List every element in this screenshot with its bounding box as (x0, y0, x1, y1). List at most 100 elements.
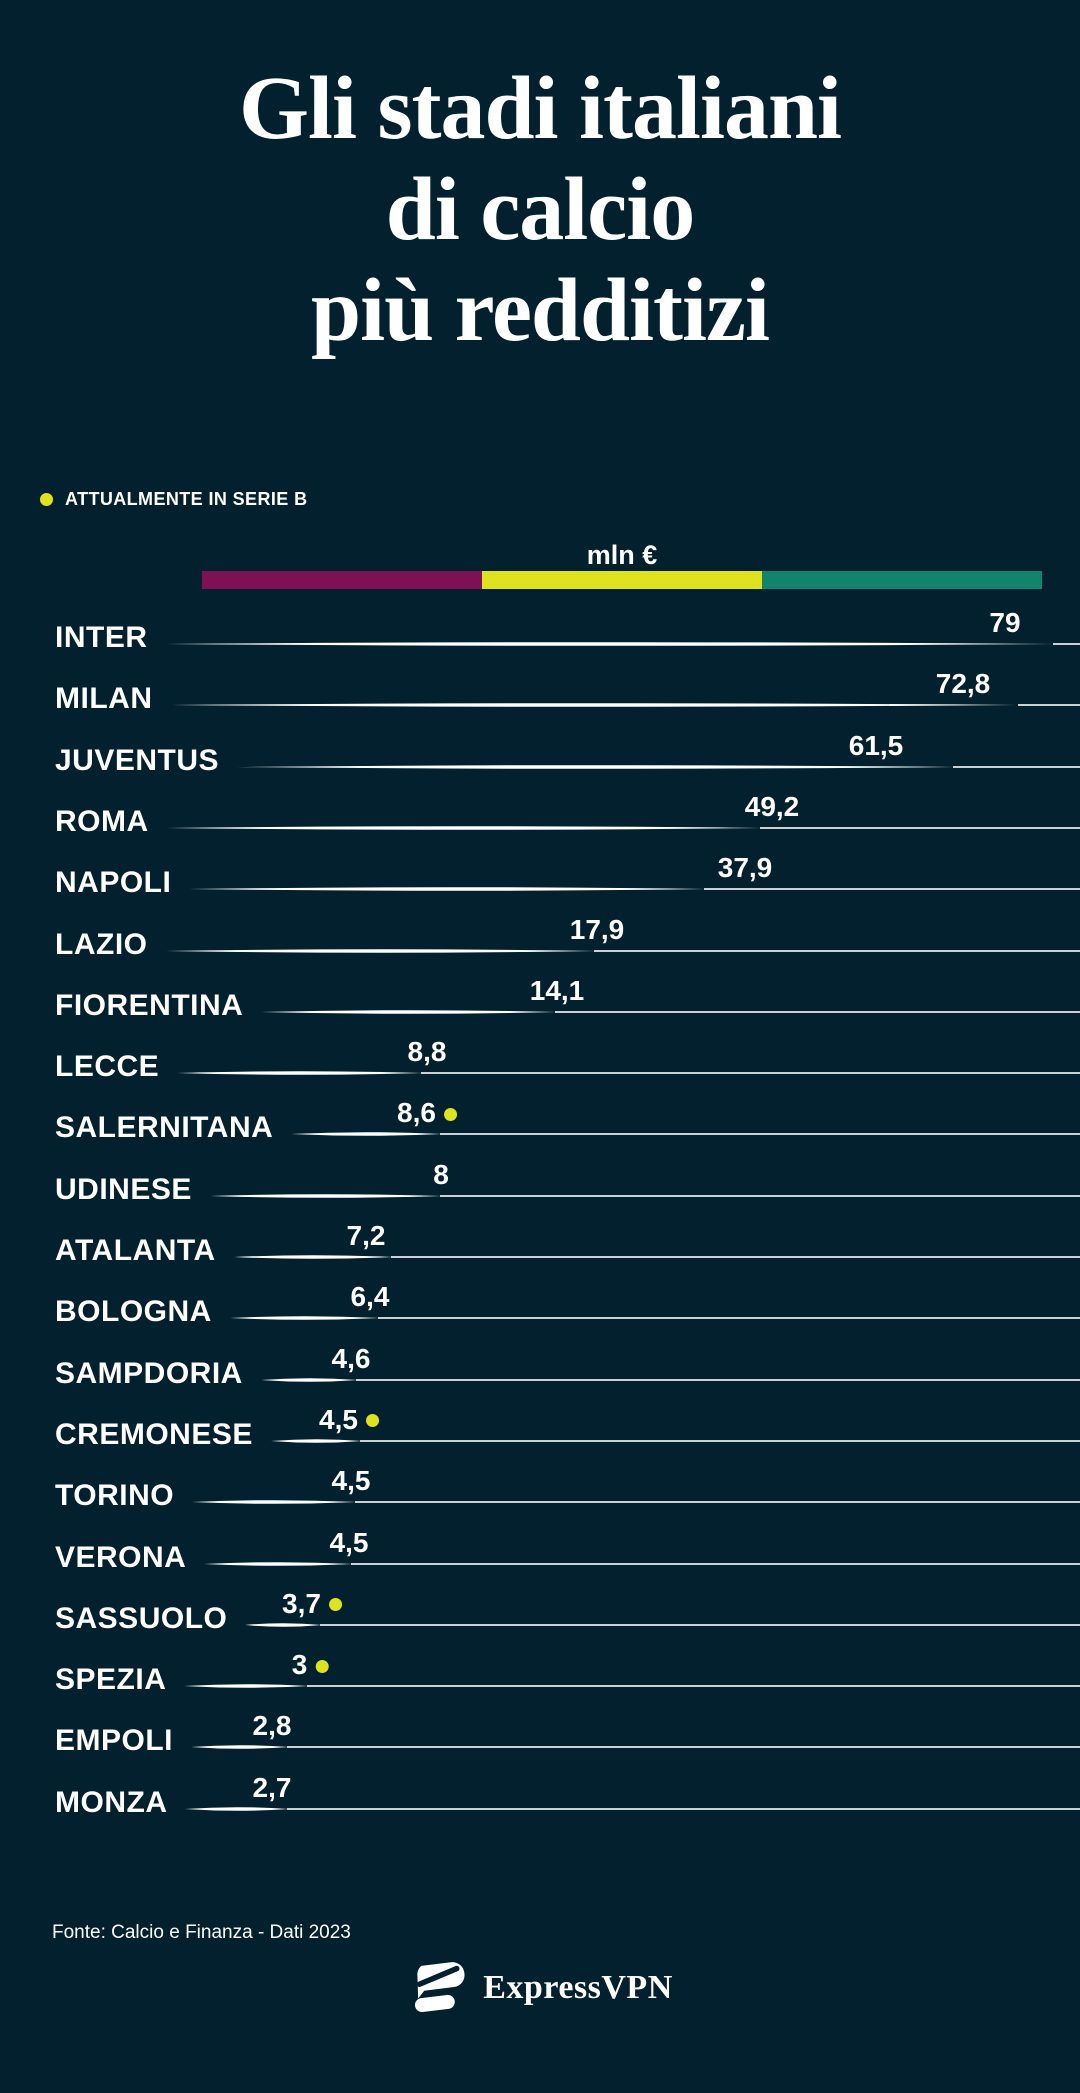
team-label: SAMPDORIA (55, 1356, 243, 1390)
value-text: 17,9 (569, 913, 625, 945)
value-text: 14,1 (529, 974, 585, 1006)
value-label: 8,6 (397, 1097, 457, 1129)
value-line (291, 1132, 1080, 1137)
wedge-shape (261, 1009, 557, 1014)
value-label: 2,8 (253, 1710, 292, 1742)
hairline (391, 1256, 1080, 1258)
color-bar-segment (202, 571, 482, 589)
wedge-shape (166, 642, 1055, 646)
team-label: LAZIO (55, 927, 148, 961)
value-line (245, 1622, 1080, 1627)
team-label: ATALANTA (55, 1234, 216, 1267)
serie-b-dot-icon (443, 1107, 457, 1121)
value-text: 6,4 (350, 1281, 390, 1313)
value-text: 8 (433, 1158, 449, 1190)
team-label: LECCE (55, 1050, 160, 1084)
hairline (360, 1439, 1080, 1442)
value-label: 37,9 (718, 852, 773, 884)
team-label: EMPOLI (55, 1724, 174, 1758)
value-label: 17,9 (570, 914, 625, 946)
brand-footer: ExpressVPN (0, 1960, 1080, 2016)
team-label: SPEZIA (55, 1663, 167, 1697)
wedge-shape (185, 1806, 289, 1811)
value-line (184, 1684, 1080, 1688)
value-line (210, 1193, 1080, 1198)
value-text: 4,5 (331, 1465, 371, 1497)
value-label: 49,2 (745, 791, 800, 823)
value-label: 72,8 (936, 668, 991, 700)
value-label: 3 (292, 1649, 329, 1681)
value-label: 4,6 (332, 1343, 371, 1375)
value-label: 14,1 (530, 975, 585, 1007)
hairline (555, 1010, 1080, 1013)
team-label: NAPOLI (55, 866, 172, 900)
value-line (234, 1255, 1080, 1259)
title-line-2: di calcio (385, 160, 695, 259)
wedge-shape (177, 1071, 423, 1075)
serie-b-dot-icon (315, 1659, 329, 1673)
value-label: 2,7 (253, 1772, 292, 1804)
value-line (192, 1500, 1080, 1504)
hairline (355, 1501, 1080, 1504)
value-line (261, 1009, 1080, 1014)
value-text: 2,8 (252, 1710, 292, 1742)
hairline (953, 765, 1080, 768)
value-line (167, 826, 1080, 830)
brand-name: ExpressVPN (483, 1969, 673, 2006)
team-label: INTER (55, 621, 148, 654)
value-text: 4,6 (331, 1342, 371, 1374)
value-text: 3 (291, 1649, 308, 1681)
wedge-shape (167, 826, 762, 830)
wedge-shape (245, 1622, 322, 1627)
hairline (320, 1623, 1080, 1626)
team-label: JUVENTUS (55, 743, 220, 777)
team-label: FIORENTINA (55, 988, 244, 1022)
wedge-shape (271, 1439, 362, 1443)
value-text: 72,8 (935, 668, 991, 700)
wedge-shape (234, 1255, 393, 1259)
value-label: 3,7 (282, 1588, 342, 1620)
value-text: 4,5 (319, 1403, 358, 1435)
value-label: 7,2 (347, 1220, 386, 1252)
wedge-shape (237, 764, 955, 769)
hairline (287, 1807, 1080, 1810)
value-text: 37,9 (717, 852, 773, 884)
team-label: MILAN (55, 682, 153, 716)
serie-b-dot-icon (365, 1414, 379, 1428)
color-bar (202, 571, 1042, 589)
team-label: TORINO (55, 1479, 175, 1513)
value-label: 4,5 (330, 1527, 369, 1559)
value-label: 8,8 (408, 1036, 447, 1068)
value-line (166, 948, 1080, 953)
value-label: 61,5 (849, 730, 904, 762)
hairline (760, 826, 1080, 829)
wedge-shape (291, 1132, 442, 1137)
value-line (271, 1439, 1080, 1443)
value-text: 4,5 (329, 1526, 369, 1558)
color-bar-segment (482, 571, 762, 589)
value-text: 79 (989, 607, 1021, 638)
hairline (440, 1133, 1080, 1136)
value-line (185, 1806, 1080, 1811)
value-text: 2,7 (252, 1771, 292, 1803)
wedge-shape (170, 703, 1020, 708)
wedge-shape (204, 1561, 353, 1566)
color-bar-segment (762, 571, 1042, 589)
legend-label: ATTUALMENTE IN SERIE B (65, 489, 308, 509)
expressvpn-logo-icon (415, 1962, 465, 2013)
team-label: CREMONESE (55, 1417, 253, 1451)
legend: ATTUALMENTE IN SERIE B (40, 489, 307, 510)
value-line (230, 1316, 1080, 1321)
team-label: ROMA (55, 804, 149, 838)
hairline (594, 949, 1080, 952)
hairline (1053, 643, 1080, 645)
value-label: 4,5 (332, 1465, 371, 1497)
value-text: 61,5 (848, 729, 904, 761)
hairline (351, 1562, 1080, 1565)
wedge-shape (184, 1684, 309, 1688)
unit-label: mln € (586, 540, 658, 570)
hairline (1018, 704, 1080, 707)
wedge-shape (191, 1745, 289, 1750)
team-label: VERONA (55, 1540, 187, 1574)
